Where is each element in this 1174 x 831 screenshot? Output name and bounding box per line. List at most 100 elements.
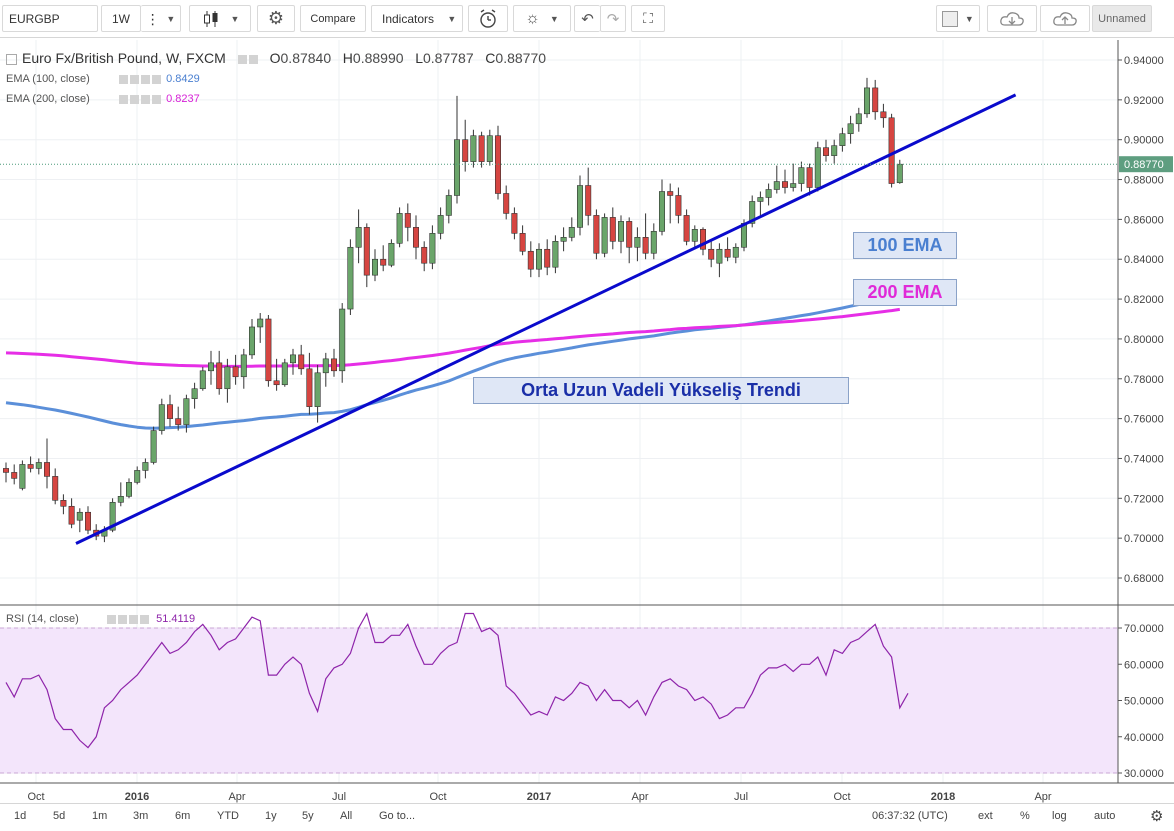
range-5d-button[interactable]: 5d [53,810,66,822]
candle-body [109,501,116,531]
candle [117,482,124,507]
close-icon[interactable] [140,614,150,624]
ohlc-c-label: C [485,50,496,66]
candle [380,245,387,272]
chart-legend-title-row: Euro Fx/British Pound, W, FXCM O0.87840 … [6,50,546,66]
chart-canvas[interactable]: 0.68000 0.70000 0.72000 0.74000 0.76000 0.780… [0,38,1174,806]
rsi-band [0,628,1118,773]
eye-icon[interactable] [237,54,247,64]
lightbulb-icon: ☼ [525,9,540,27]
settings-icon[interactable] [130,94,140,104]
legend-rsi-row[interactable]: RSI (14, close) 51.4119 [6,613,195,625]
candle-body [43,462,50,477]
fullscreen-button[interactable]: ⛶ [631,5,665,32]
rsi-tick-label: 30.0000 [1124,768,1164,780]
close-icon[interactable] [152,94,162,104]
alert-button[interactable] [468,5,508,32]
percent-toggle[interactable]: % [1020,810,1030,822]
undo-button[interactable]: ↶ [574,5,600,32]
interval-button[interactable]: 1W [101,5,141,32]
candle [363,223,370,288]
candle-body [896,163,903,184]
interval-menu-button[interactable]: ⋮ ▼ [141,5,181,32]
range-1y-button[interactable]: 1y [265,810,277,822]
save-chart-button[interactable] [1040,5,1090,32]
auto-toggle[interactable]: auto [1094,810,1116,822]
settings-icon[interactable]: ⚙ [1150,808,1164,825]
candle [429,225,436,270]
candle-body [52,476,59,501]
ext-toggle[interactable]: ext [978,810,993,822]
redo-button[interactable]: ↷ [600,5,626,32]
chart-area[interactable]: 0.68000 0.70000 0.72000 0.74000 0.76000 0.780… [0,38,1174,806]
layout-name-button[interactable]: Unnamed [1092,5,1152,32]
range-all-button[interactable]: All [340,810,353,822]
candle [470,129,477,168]
range-6m-button[interactable]: 6m [175,810,191,822]
candle [273,358,280,391]
ema200-annotation-text: 200 EMA [867,282,943,302]
log-toggle[interactable]: log [1052,810,1067,822]
compare-button[interactable]: Compare [300,5,366,32]
eye-icon[interactable] [119,74,129,84]
candle-body [609,217,616,242]
ema100-annotation[interactable]: 100 EMA [853,232,957,259]
range-1d-button[interactable]: 1d [14,810,27,822]
candle-body [576,185,583,228]
candle-body [273,380,280,386]
time-tick-label: Jul [332,791,346,803]
range-1m-button[interactable]: 1m [92,810,108,822]
plus-icon[interactable] [141,74,151,84]
legend-ema100-row[interactable]: EMA (100, close) 0.8429 [6,73,200,85]
symbol-search-input[interactable]: EURGBP [2,5,98,32]
candle [76,508,83,533]
settings-icon[interactable] [248,54,258,64]
plus-icon[interactable] [141,94,151,104]
settings-icon[interactable] [118,614,128,624]
settings-button[interactable]: ⚙ [257,5,295,32]
candle [486,129,493,166]
range-ytd-button[interactable]: YTD [217,810,239,822]
candle [724,237,731,262]
candle [585,167,592,226]
eye-icon[interactable] [107,614,117,624]
candle-body [183,398,190,425]
candle [371,249,378,282]
close-icon[interactable] [152,74,162,84]
chevron-down-icon: ▼ [447,13,457,24]
goto-button[interactable]: Go to... [379,810,416,822]
candle-body [363,227,370,276]
load-chart-button[interactable] [987,5,1037,32]
ideas-button[interactable]: ☼ ▼ [513,5,571,32]
eye-icon[interactable] [119,94,129,104]
indicators-button[interactable]: Indicators ▼ [371,5,463,32]
candle [27,456,34,473]
candle [257,313,264,343]
candle [191,382,198,409]
ema200-annotation[interactable]: 200 EMA [853,279,957,306]
candle [85,506,92,535]
chart-style-button[interactable]: ▼ [189,5,251,32]
candle [593,209,600,260]
candle [298,344,305,375]
chevron-down-icon: ▼ [549,13,559,24]
candle-body [650,231,657,254]
plus-icon[interactable] [129,614,139,624]
candle-body [240,354,247,378]
candle [839,127,846,152]
candle [175,406,182,431]
candle [847,115,854,144]
candle-body [503,193,510,214]
trend-annotation[interactable]: Orta Uzun Vadeli Yükseliş Trendi [473,377,849,404]
legend-ema200-row[interactable]: EMA (200, close) 0.8237 [6,93,200,105]
candle [822,139,829,162]
range-5y-button[interactable]: 5y [302,810,314,822]
candle [462,119,469,172]
candle [265,315,272,387]
settings-icon[interactable] [130,74,140,84]
candle-body [11,472,18,479]
range-3m-button[interactable]: 3m [133,810,149,822]
candle-body [683,215,690,242]
drawing-style-button[interactable]: ▼ [936,5,980,32]
candle [126,478,133,499]
